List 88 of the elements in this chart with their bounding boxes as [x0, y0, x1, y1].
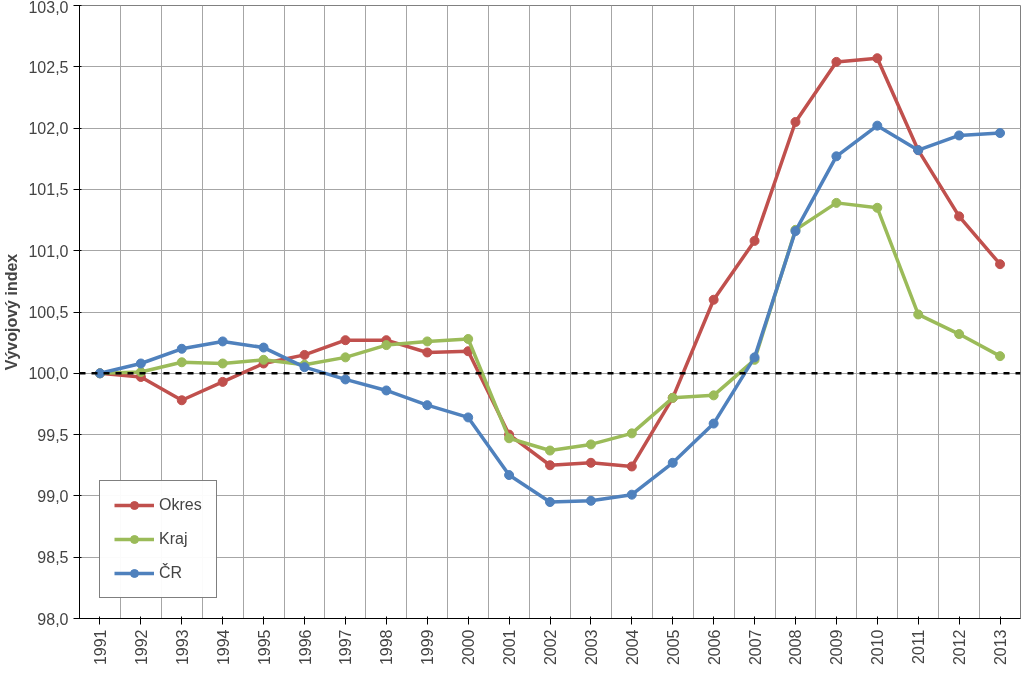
- x-tick-label: 1991: [91, 629, 109, 666]
- y-tick-label: 102,5: [28, 58, 69, 76]
- point: [340, 374, 351, 385]
- point: [831, 197, 842, 208]
- point: [626, 428, 637, 439]
- point: [422, 336, 433, 347]
- point: [913, 309, 924, 320]
- y-tick-label: 98,5: [37, 549, 69, 567]
- y-tick-label: 102,0: [28, 120, 69, 138]
- point: [831, 56, 842, 67]
- point: [585, 439, 596, 450]
- x-tick-label: 2004: [623, 629, 641, 666]
- point: [585, 457, 596, 468]
- x-tick-label: 2010: [869, 629, 887, 666]
- point: [708, 294, 719, 305]
- point: [954, 211, 965, 222]
- x-tick-label: 1992: [132, 629, 150, 666]
- point: [995, 128, 1006, 138]
- y-tick-label: 99,5: [37, 426, 69, 444]
- point: [422, 400, 433, 411]
- x-tick-label: 2008: [787, 629, 805, 666]
- x-tick-label: 1995: [255, 629, 273, 666]
- point: [135, 358, 146, 369]
- x-tick-label: 2001: [501, 629, 519, 666]
- y-tick-label: 100,0: [28, 365, 69, 383]
- point: [872, 202, 883, 213]
- x-tick-label: 2000: [460, 629, 478, 666]
- point: [545, 497, 555, 508]
- point: [545, 460, 555, 471]
- point: [381, 340, 392, 351]
- point: [176, 343, 187, 354]
- legend-label: Okres: [159, 496, 202, 514]
- point: [626, 489, 637, 500]
- point: [381, 385, 392, 396]
- point: [504, 433, 515, 444]
- point: [995, 351, 1006, 362]
- point: [422, 347, 433, 358]
- point: [708, 418, 719, 429]
- point: [995, 259, 1006, 270]
- x-tick-label: 2012: [951, 629, 969, 666]
- point: [176, 395, 187, 406]
- x-tick-label: 1999: [419, 629, 437, 666]
- point: [626, 461, 637, 472]
- x-tick-label: 2006: [705, 629, 723, 666]
- point: [954, 329, 965, 340]
- point: [299, 349, 310, 360]
- x-tick-label: 2003: [582, 629, 600, 666]
- point: [463, 412, 474, 423]
- point: [872, 120, 883, 131]
- point: [545, 445, 555, 456]
- point: [217, 336, 228, 347]
- y-tick-label: 98,0: [37, 610, 69, 628]
- point: [217, 358, 228, 369]
- point: [667, 457, 678, 468]
- point: [585, 495, 596, 506]
- x-tick-label: 2009: [828, 629, 846, 666]
- point: [258, 342, 269, 353]
- y-tick-label: 101,5: [28, 181, 69, 199]
- y-tick-label: 103,0: [28, 0, 69, 16]
- x-tick-label: 2002: [542, 629, 559, 666]
- x-tick-label: 1998: [378, 629, 396, 666]
- point: [504, 470, 515, 481]
- x-tick-label: 1993: [173, 629, 191, 666]
- y-tick-label: 99,0: [37, 487, 69, 505]
- x-tick-label: 2005: [664, 629, 682, 666]
- point: [831, 151, 842, 162]
- point: [954, 130, 965, 141]
- legend-label: Kraj: [159, 530, 188, 548]
- point: [790, 116, 801, 127]
- point: [176, 357, 187, 368]
- x-tick-label: 2013: [992, 629, 1010, 666]
- point: [340, 335, 351, 346]
- x-tick-label: 1994: [214, 629, 232, 666]
- x-tick-label: 2011: [910, 629, 928, 664]
- point: [749, 235, 760, 246]
- legend-label: ČR: [159, 564, 183, 582]
- point: [258, 354, 269, 365]
- x-tick-label: 2007: [746, 629, 764, 666]
- y-tick-label: 101,0: [28, 242, 69, 260]
- point: [340, 352, 351, 363]
- point: [872, 53, 883, 64]
- y-tick-label: 100,5: [28, 304, 69, 321]
- x-tick-label: 1997: [337, 629, 355, 666]
- point: [217, 376, 228, 387]
- y-axis-title: Vývojový index: [3, 253, 21, 371]
- point: [463, 333, 474, 344]
- point: [708, 390, 719, 401]
- x-tick-label: 1996: [296, 629, 314, 666]
